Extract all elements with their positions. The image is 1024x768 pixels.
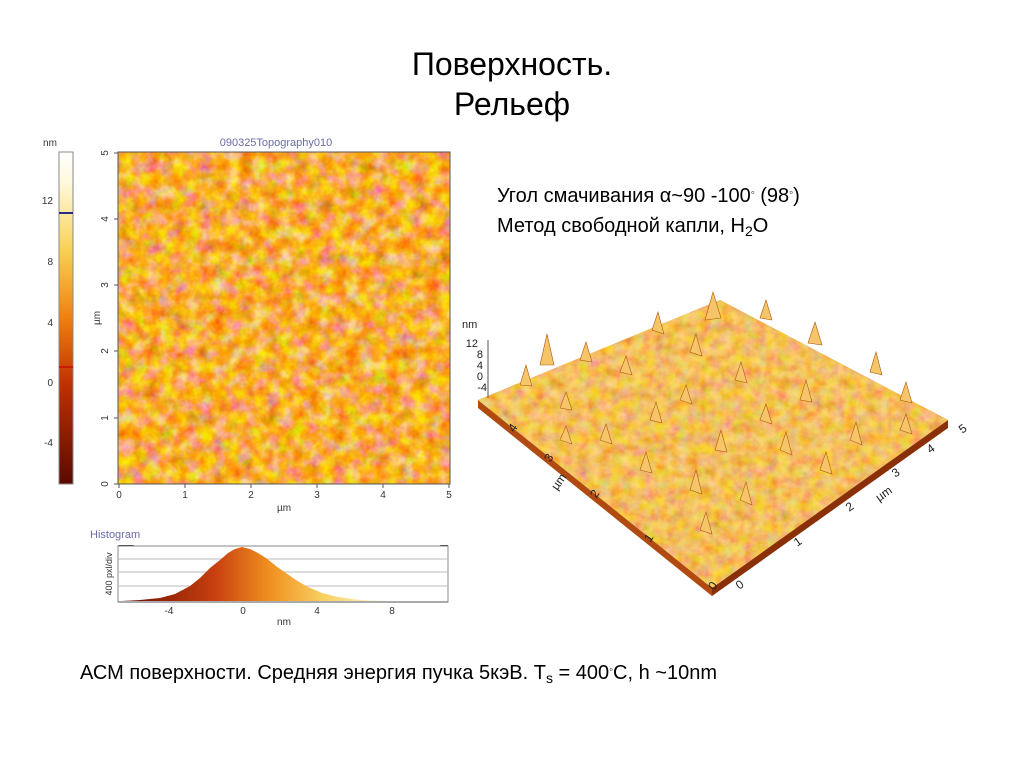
x-tick: 3 — [314, 490, 320, 501]
degree-symbol: ◦ — [750, 187, 755, 199]
y-tick: 5 — [100, 150, 111, 156]
scale-unit: nm — [43, 138, 57, 149]
z-tick: 0 — [477, 371, 483, 383]
surface-peaks — [519, 290, 913, 535]
contact-angle-close: ) — [793, 185, 800, 207]
surface-3d — [478, 290, 948, 596]
histogram-x-axis: -4 0 4 8 nm — [165, 606, 396, 628]
right-axis-tick: 3 — [889, 465, 903, 480]
right-axis-tick: 0 — [733, 577, 747, 592]
z-tick: -4 — [477, 382, 487, 394]
z-axis-unit: nm — [462, 319, 477, 331]
right-axis-tick: 4 — [924, 441, 938, 456]
contact-angle-text: Угол смачивания α~90 -100 — [497, 185, 751, 207]
x-tick-marks — [118, 484, 450, 488]
method-subscript: 2 — [744, 223, 753, 239]
caption-temperature: = 400 — [552, 662, 610, 684]
surface-z-axis: nm 12 8 4 0 -4 — [462, 319, 487, 394]
topography-y-axis: 0 1 2 3 4 5 µm — [92, 150, 111, 487]
slide-title-line1: Поверхность. — [411, 46, 613, 82]
scale-tick: 8 — [47, 257, 53, 268]
slide-title: Поверхность. Рельеф — [0, 44, 1024, 124]
histogram-x-tick: -4 — [165, 606, 174, 617]
y-tick: 4 — [100, 216, 111, 222]
topography-map — [118, 152, 450, 484]
histogram-x-tick: 0 — [240, 606, 246, 617]
x-tick: 5 — [446, 490, 452, 501]
topography-x-axis: 0 1 2 3 4 5 µm — [116, 490, 452, 514]
histogram-x-label: nm — [277, 617, 291, 628]
scale-tick: 4 — [47, 318, 53, 329]
right-axis-tick: 5 — [956, 421, 970, 436]
histogram-x-tick: 4 — [314, 606, 320, 617]
bottom-caption: АСМ поверхности. Средняя энергия пучка 5… — [80, 656, 717, 687]
histogram-distribution — [122, 547, 390, 601]
scale-tick: 12 — [42, 196, 54, 207]
y-tick: 2 — [100, 348, 111, 354]
topography-title: 090325Topography010 — [220, 137, 333, 149]
histogram-y-label: 400 pxl/div — [104, 552, 114, 596]
histogram-title: Histogram — [90, 529, 140, 541]
caption-subscript: s — [545, 670, 553, 686]
scale-tick: -4 — [44, 438, 53, 449]
caption-text: АСМ поверхности. Средняя энергия пучка 5… — [80, 662, 546, 684]
color-scale-bar — [58, 151, 74, 485]
y-tick: 3 — [100, 282, 111, 288]
y-tick-marks — [114, 152, 118, 485]
surface-wall-right — [712, 420, 948, 596]
z-tick: 12 — [466, 338, 478, 350]
method-line: Метод свободной капли, H2O — [497, 211, 800, 241]
method-text: Метод свободной капли, H — [497, 215, 745, 237]
contact-angle-value: (98 — [754, 185, 790, 207]
x-tick: 0 — [116, 490, 122, 501]
right-axis-label: µm — [873, 483, 895, 504]
z-tick: 4 — [477, 360, 483, 372]
y-tick: 0 — [100, 481, 111, 487]
contact-angle-line: Угол смачивания α~90 -100◦ (98◦) — [497, 178, 800, 211]
x-tick: 2 — [248, 490, 254, 501]
y-tick: 1 — [100, 415, 111, 421]
right-axis-tick: 1 — [791, 534, 805, 549]
scale-ticks: 12 8 4 0 -4 — [42, 196, 54, 449]
info-block: Угол смачивания α~90 -100◦ (98◦) Метод с… — [497, 178, 800, 241]
slide-title-line2: Рельеф — [453, 86, 571, 122]
x-tick: 4 — [380, 490, 386, 501]
surface-wall-left — [478, 400, 712, 596]
scale-tick: 0 — [47, 378, 53, 389]
topography-frame — [117, 151, 451, 485]
y-axis-label: µm — [92, 311, 103, 325]
caption-text-end: C, h ~10nm — [613, 662, 717, 684]
degree-symbol: ◦ — [789, 187, 794, 199]
right-axis-tick: 2 — [843, 499, 857, 514]
degree-symbol: ◦ — [609, 664, 614, 676]
method-end: O — [752, 215, 769, 237]
histogram-x-tick: 8 — [389, 606, 395, 617]
z-tick: 8 — [477, 349, 483, 361]
x-axis-label: µm — [277, 503, 291, 514]
x-tick: 1 — [182, 490, 188, 501]
